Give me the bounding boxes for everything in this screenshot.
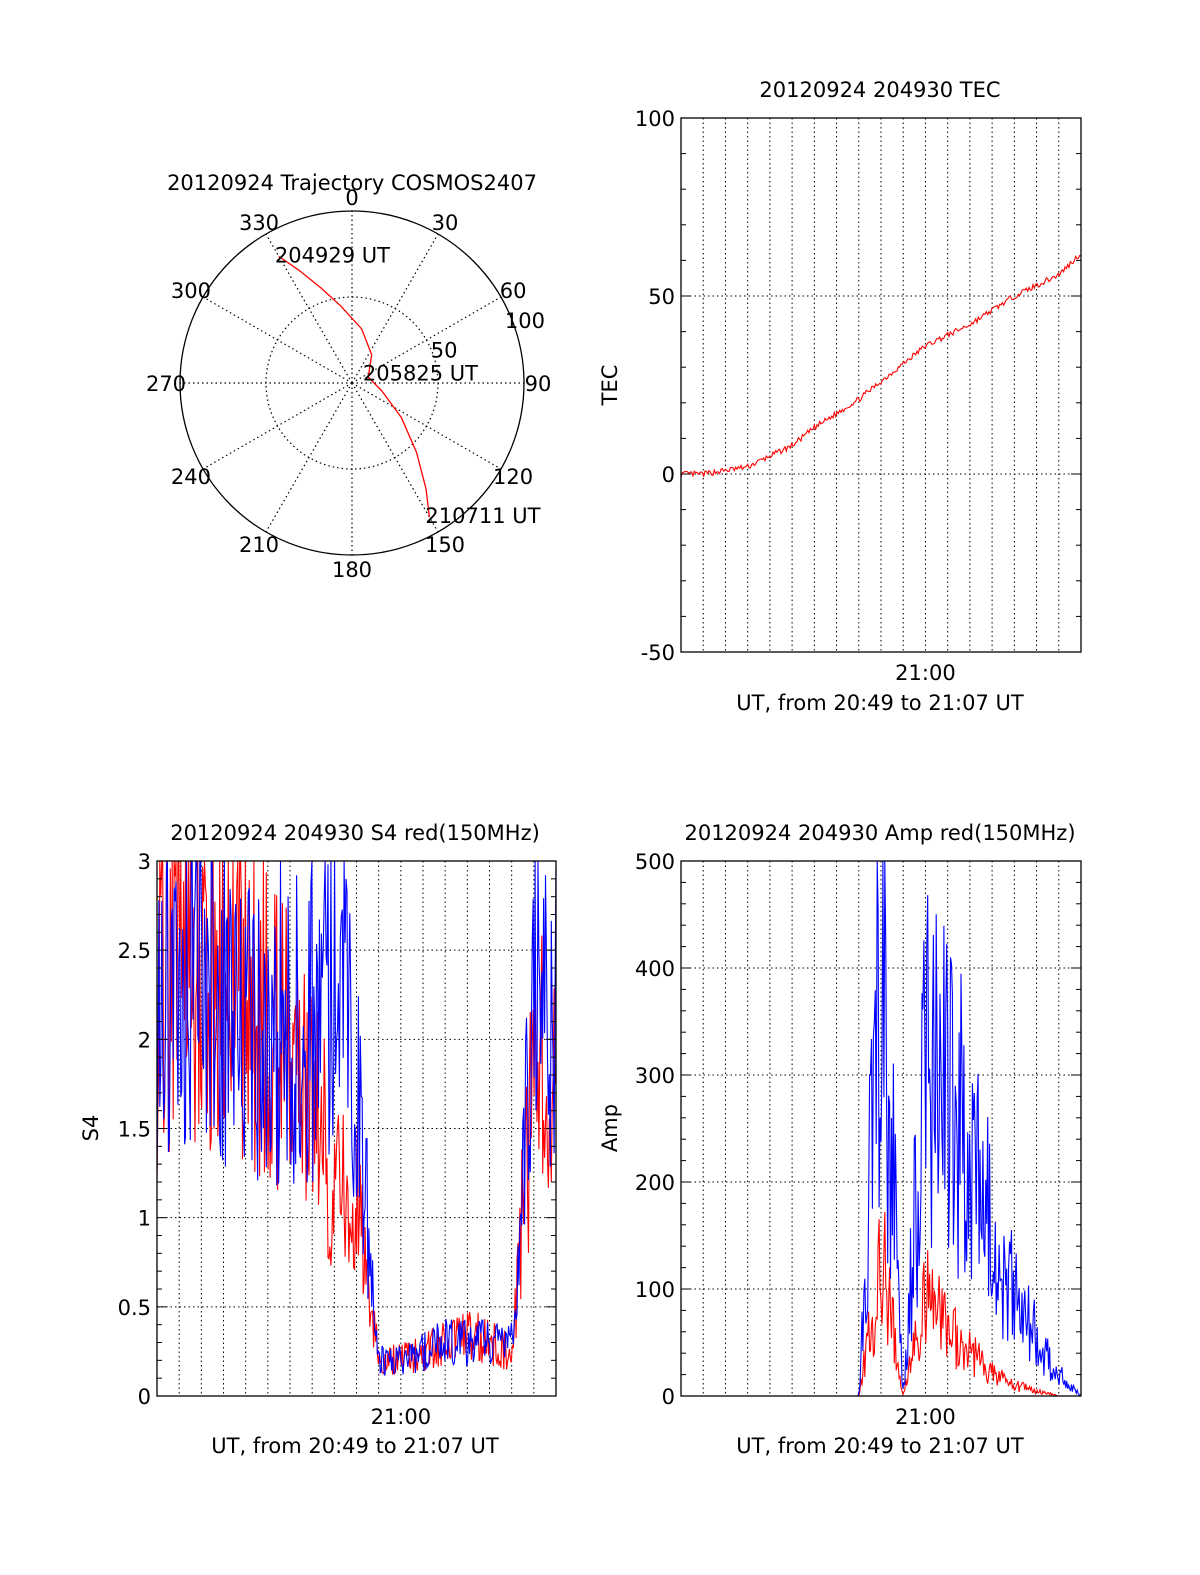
x-tick-label: 21:00 <box>895 661 956 685</box>
amp-plot-area: 0 100 200 300 400 500 21:00 <box>635 850 1082 1429</box>
s4-plot-area: 0 0.5 1 1.5 2 2.5 3 21:00 <box>118 850 557 1429</box>
series-line <box>680 254 1082 478</box>
polar-azimuth-labels: 0 30 60 90 120 150 180 210 240 270 300 330 <box>146 186 551 582</box>
trajectory-annotation: 205825 UT <box>363 361 478 385</box>
polar-azimuth-label: 300 <box>171 279 211 303</box>
amp-title: 20120924 204930 Amp red(150MHz) <box>684 821 1075 845</box>
s4-ylabel: S4 <box>79 1115 103 1142</box>
polar-azimuth-label: 240 <box>171 465 211 489</box>
tec-plot-area: -50 0 50 100 21:00 <box>635 107 1082 685</box>
y-tick-label: 0 <box>138 1385 151 1409</box>
y-tick-label: 0 <box>662 1385 675 1409</box>
amp-panel: 20120924 204930 Amp red(150MHz) 0 100 200 3… <box>598 821 1082 1458</box>
polar-spoke-330 <box>265 233 353 384</box>
trajectory-annotation: 210711 UT <box>425 504 540 528</box>
polar-panel: 20120924 Trajectory COSMOS2407 0 30 60 90 12… <box>146 171 551 582</box>
polar-spoke-30 <box>351 233 439 384</box>
y-tick-label: 0 <box>662 463 675 487</box>
polar-azimuth-label: 120 <box>493 465 533 489</box>
s4-panel: 20120924 204930 S4 red(150MHz) 0 0.5 1 1.5 2… <box>79 821 557 1458</box>
polar-azimuth-label: 180 <box>332 558 372 582</box>
amp-xlabel: UT, from 20:49 to 21:07 UT <box>736 1434 1024 1458</box>
y-tick-label: 300 <box>635 1064 675 1088</box>
y-tick-label: 0.5 <box>118 1296 151 1320</box>
x-tick-label: 21:00 <box>371 1405 432 1429</box>
polar-spoke-150 <box>351 382 439 533</box>
polar-annotations: 204929 UT 205825 UT 210711 UT <box>275 243 541 528</box>
polar-azimuth-label: 90 <box>525 372 552 396</box>
tec-title: 20120924 204930 TEC <box>759 78 1000 102</box>
series-line <box>156 860 557 1376</box>
plot-frame <box>680 860 1082 1397</box>
polar-azimuth-label: 330 <box>239 211 279 235</box>
y-tick-label: 1 <box>138 1207 151 1231</box>
y-tick-label: 50 <box>648 285 675 309</box>
s4-title: 20120924 204930 S4 red(150MHz) <box>170 821 540 845</box>
plot-frame <box>680 117 1082 653</box>
y-tick-label: 400 <box>635 957 675 981</box>
polar-spoke-60 <box>351 296 502 384</box>
polar-azimuth-label: 210 <box>239 533 279 557</box>
polar-azimuth-label: 150 <box>425 533 465 557</box>
polar-radial-labels: 50 100 <box>431 309 545 362</box>
tec-panel: 20120924 204930 TEC -50 0 50 100 21:00 TEC U… <box>598 78 1082 715</box>
y-tick-label: 200 <box>635 1171 675 1195</box>
y-tick-label: 3 <box>138 850 151 874</box>
y-tick-label: 1.5 <box>118 1118 151 1142</box>
polar-azimuth-label: 30 <box>432 211 459 235</box>
polar-azimuth-label: 0 <box>345 186 358 210</box>
polar-azimuth-label: 270 <box>146 372 186 396</box>
tec-ylabel: TEC <box>598 365 622 407</box>
y-tick-label: -50 <box>641 641 675 665</box>
polar-radial-label: 100 <box>505 309 545 333</box>
y-tick-label: 500 <box>635 850 675 874</box>
amp-ylabel: Amp <box>598 1104 622 1152</box>
x-tick-label: 21:00 <box>895 1405 956 1429</box>
y-tick-label: 2.5 <box>118 939 151 963</box>
tec-xlabel: UT, from 20:49 to 21:07 UT <box>736 691 1024 715</box>
s4-xlabel: UT, from 20:49 to 21:07 UT <box>211 1434 499 1458</box>
polar-spoke-240 <box>202 382 353 470</box>
y-tick-label: 100 <box>635 1278 675 1302</box>
trajectory-annotation: 204929 UT <box>275 243 390 267</box>
trajectory-line <box>278 255 431 518</box>
polar-azimuth-label: 60 <box>500 279 527 303</box>
y-tick-label: 2 <box>138 1028 151 1052</box>
polar-radial-label: 50 <box>431 338 458 362</box>
polar-grid <box>179 210 525 556</box>
polar-spoke-120 <box>351 382 502 470</box>
polar-title: 20120924 Trajectory COSMOS2407 <box>167 171 537 195</box>
polar-spoke-210 <box>265 382 353 533</box>
y-tick-label: 100 <box>635 107 675 131</box>
polar-spoke-300 <box>202 296 353 384</box>
